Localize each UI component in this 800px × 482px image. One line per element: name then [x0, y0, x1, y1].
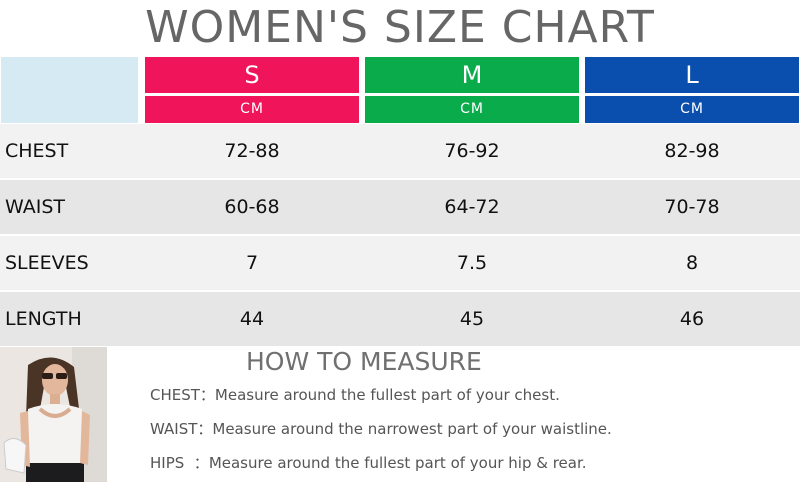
measure-text: Measure around the fullest part of your … — [208, 454, 587, 472]
cell-value: 60-68 — [224, 196, 280, 218]
size-header-m: M — [365, 57, 579, 93]
chart-title: WOMEN'S SIZE CHART — [145, 2, 655, 53]
row-label: WAIST — [5, 196, 66, 218]
table-row-waist: WAIST 60-68 64-72 70-78 — [0, 180, 800, 234]
measure-line-chest: CHEST：Measure around the fullest part of… — [150, 385, 560, 405]
model-illustration — [0, 347, 107, 482]
cell-value: 64-72 — [444, 196, 500, 218]
row-label: SLEEVES — [5, 252, 89, 274]
measure-label: WAIST： — [150, 420, 213, 438]
measure-line-waist: WAIST：Measure around the narrowest part … — [150, 419, 612, 439]
unit-header-s: CM — [145, 96, 359, 123]
model-photo — [0, 347, 107, 482]
measure-label: HIPS ： — [150, 454, 209, 472]
table-row-sleeves: SLEEVES 7 7.5 8 — [0, 236, 800, 290]
measure-text: Measure around the fullest part of your … — [214, 386, 560, 404]
table-row-length: LENGTH 44 45 46 — [0, 292, 800, 346]
size-header-s: S — [145, 57, 359, 93]
cell-value: 7 — [245, 252, 259, 274]
cell-value: 46 — [679, 308, 705, 330]
size-header-l: L — [585, 57, 799, 93]
how-to-measure-title: HOW TO MEASURE — [246, 347, 482, 376]
unit-header-m: CM — [365, 96, 579, 123]
cell-value: 45 — [459, 308, 485, 330]
cell-value: 7.5 — [456, 252, 488, 274]
measure-line-hips: HIPS ：Measure around the fullest part of… — [150, 453, 587, 473]
cell-value: 76-92 — [444, 140, 500, 162]
unit-header-l: CM — [585, 96, 799, 123]
cell-value: 44 — [239, 308, 265, 330]
cell-value: 70-78 — [664, 196, 720, 218]
measure-text: Measure around the narrowest part of you… — [212, 420, 612, 438]
row-label: LENGTH — [5, 308, 82, 330]
header-blank-cell — [1, 57, 138, 123]
cell-value: 72-88 — [224, 140, 280, 162]
table-row-chest: CHEST 72-88 76-92 82-98 — [0, 124, 800, 178]
measure-label: CHEST： — [150, 386, 215, 404]
row-label: CHEST — [5, 140, 69, 162]
cell-value: 82-98 — [664, 140, 720, 162]
cell-value: 8 — [685, 252, 699, 274]
